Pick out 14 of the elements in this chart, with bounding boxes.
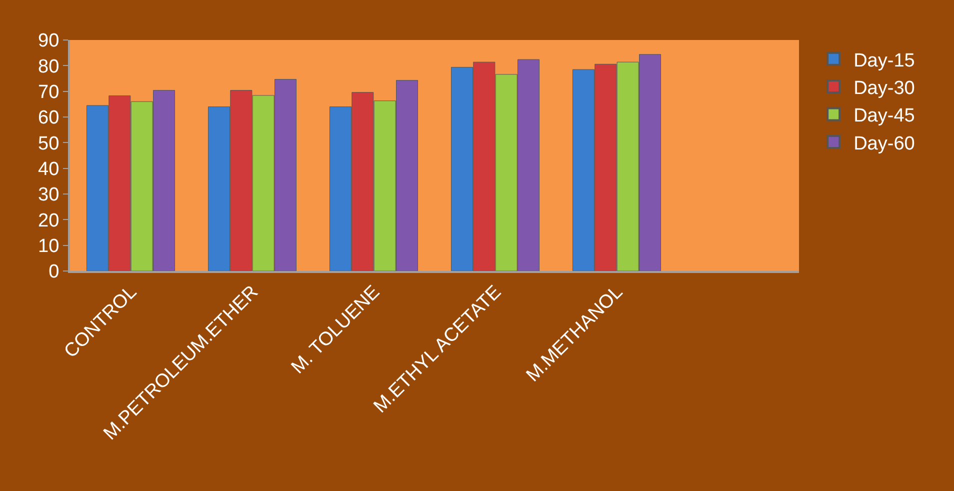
y-tick-label: 30 — [38, 184, 60, 206]
legend-label: Day-30 — [854, 78, 915, 99]
y-tick-label: 90 — [38, 30, 60, 52]
y-tick-label: 50 — [38, 133, 60, 154]
y-tick-label: 0 — [48, 262, 60, 283]
y-tick-label: 60 — [38, 108, 60, 129]
legend-label: Day-15 — [854, 50, 915, 72]
y-tick-label: 10 — [38, 236, 60, 257]
y-tick-label: 20 — [38, 210, 60, 232]
y-tick-label: 70 — [38, 82, 60, 103]
legend-label: Day-60 — [854, 133, 915, 154]
legend-label: Day-45 — [854, 106, 915, 127]
y-tick-label: 40 — [38, 158, 60, 180]
y-tick-label: 80 — [38, 56, 60, 78]
